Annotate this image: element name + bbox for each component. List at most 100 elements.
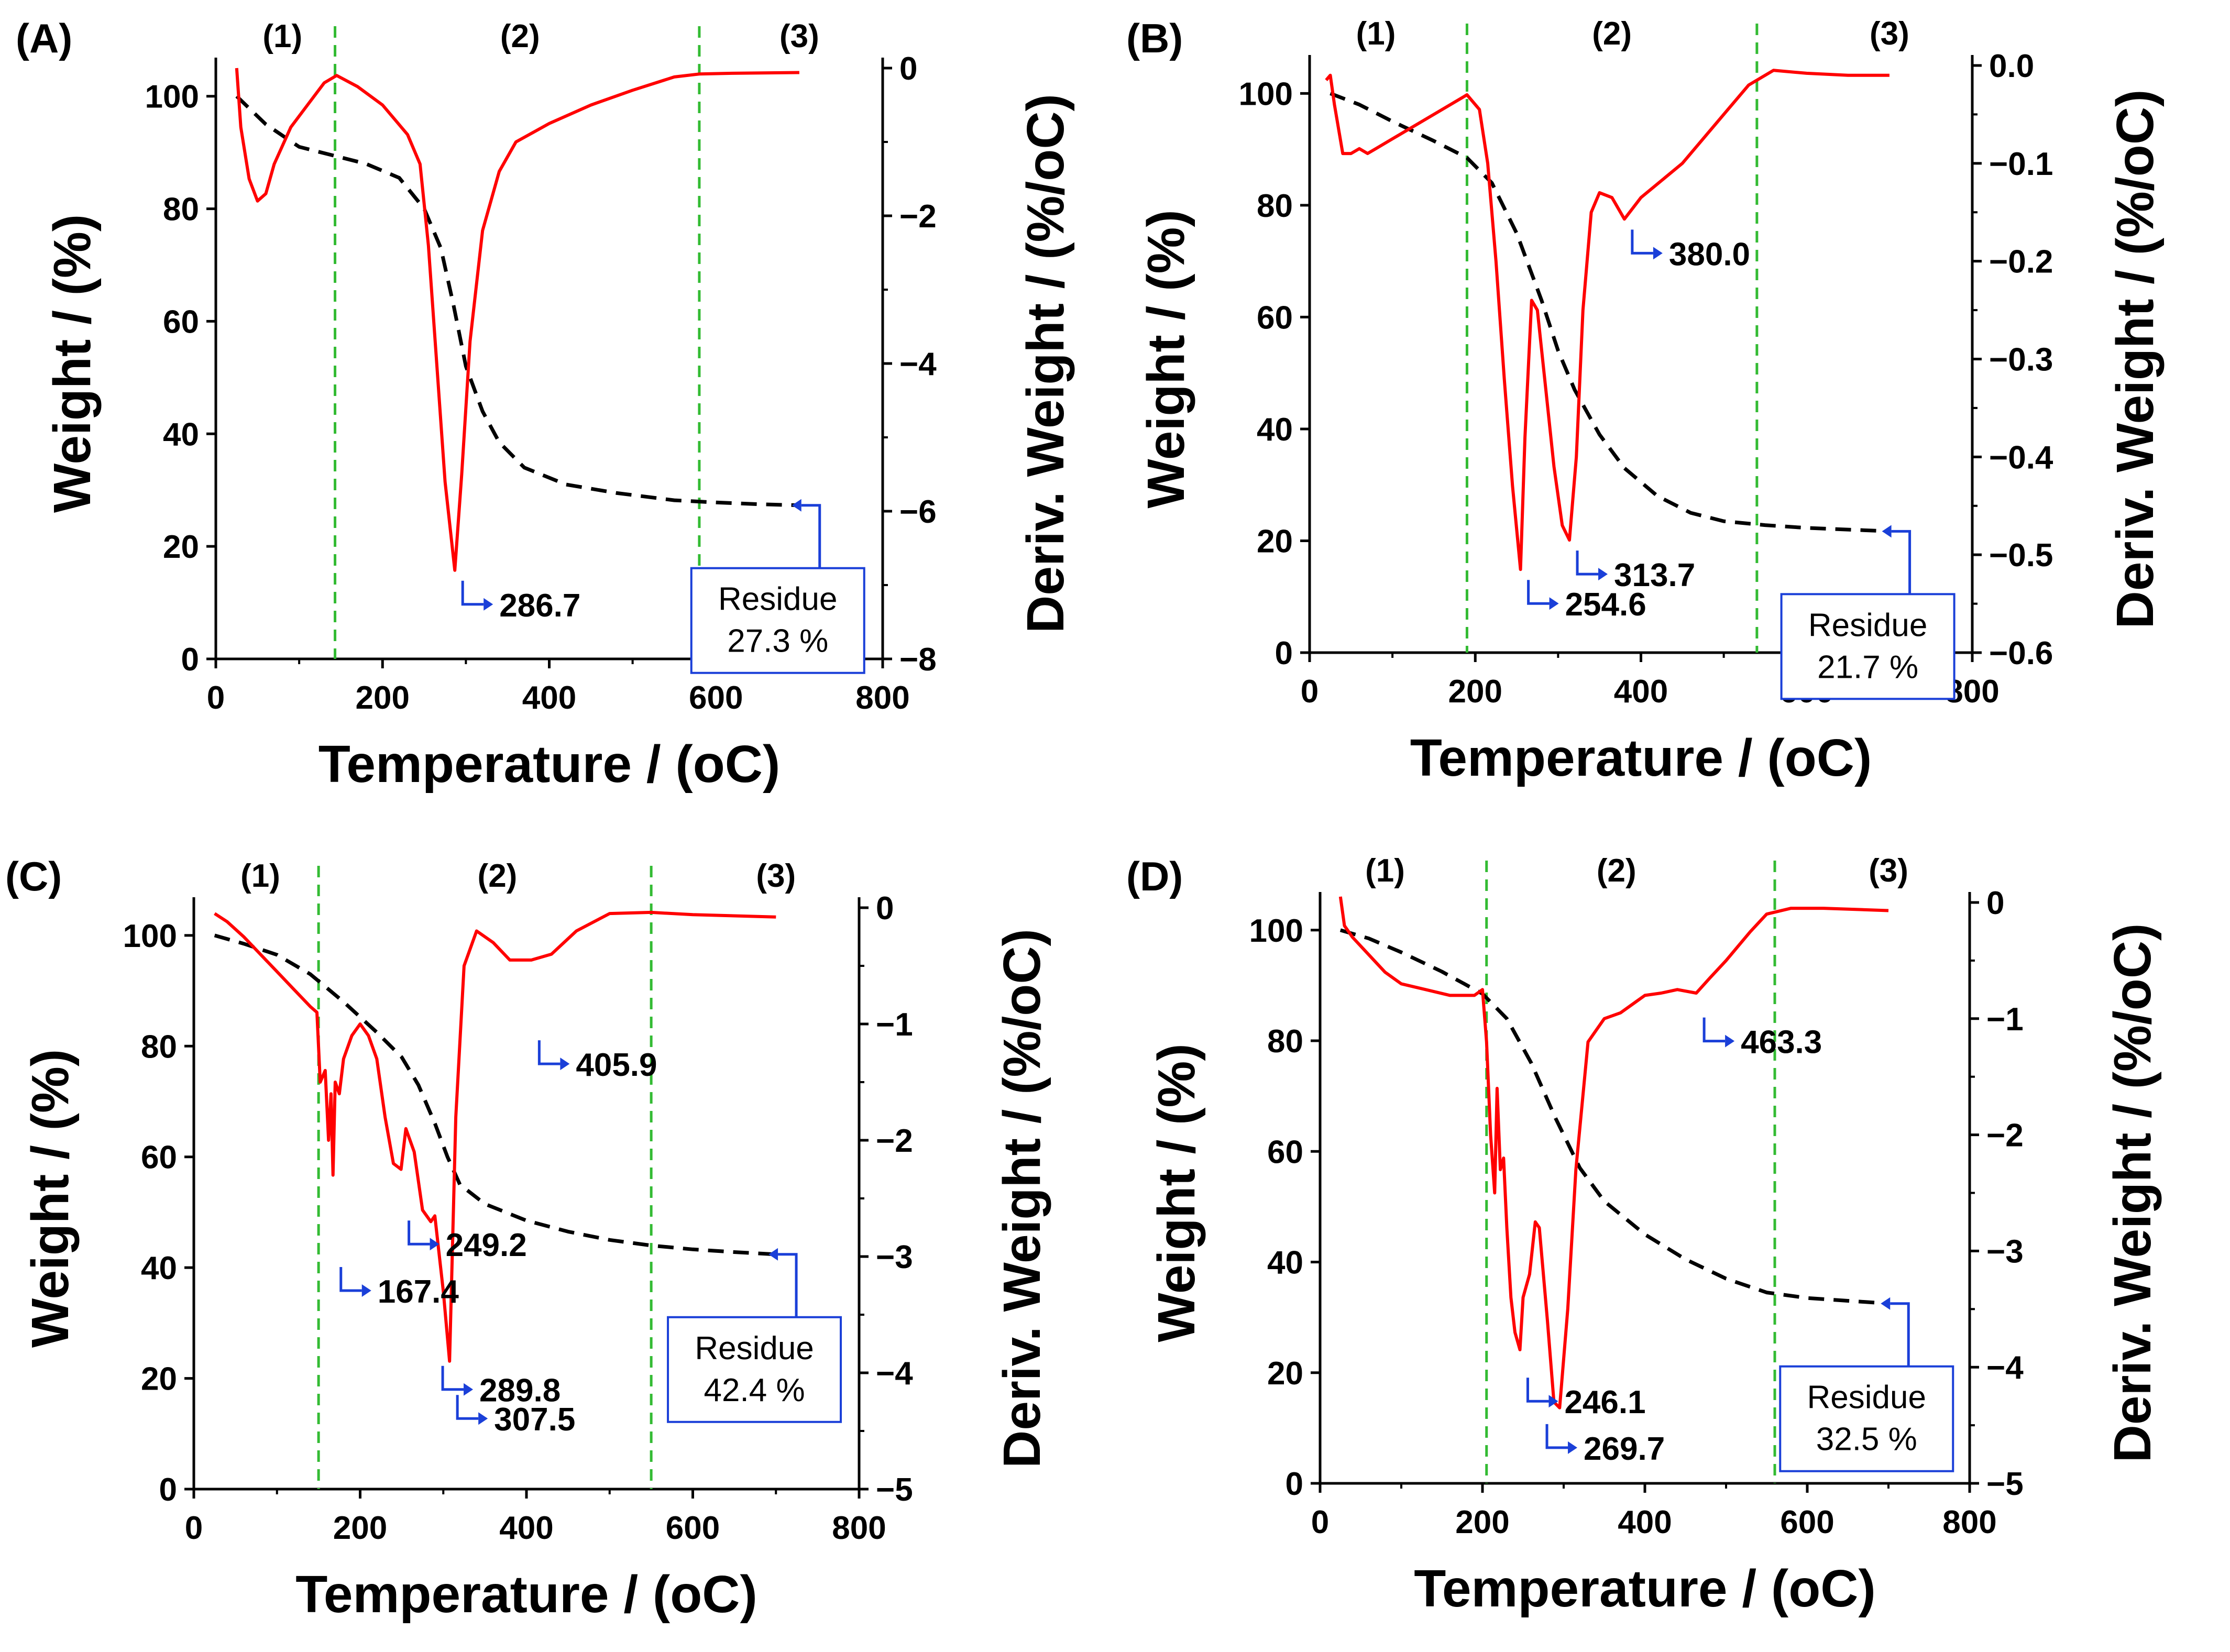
- y-tick-label: 100: [1239, 76, 1293, 112]
- x-tick-label: 800: [855, 680, 909, 716]
- residue-label: Residue: [1808, 607, 1927, 643]
- residue-pointer: [801, 504, 821, 568]
- y2-tick-label: −0.2: [1989, 244, 2053, 280]
- deriv-weight-curve: [235, 68, 799, 572]
- y-axis-title: Weight / (%): [43, 214, 102, 513]
- residue-pointer: [1890, 1302, 1910, 1367]
- y2-tick-label: −0.6: [1989, 635, 2053, 671]
- peak-label: 286.7: [499, 588, 580, 624]
- x-axis-title: Temperature / (oC): [295, 1565, 757, 1624]
- region-label: (3): [1870, 16, 1909, 52]
- panel-label: (D): [1126, 853, 1183, 899]
- weight-curve: [235, 95, 799, 508]
- residue-pointer: [1891, 530, 1912, 594]
- x-tick-label: 0: [207, 680, 225, 716]
- y-tick-label: 100: [145, 79, 199, 115]
- x-tick-label: 600: [689, 680, 743, 716]
- y-axis-title: Weight / (%): [1147, 1043, 1206, 1342]
- residue-arrow: [768, 1248, 778, 1261]
- x-tick-label: 400: [522, 680, 576, 716]
- peak-label: 167.4: [378, 1274, 459, 1310]
- weight-curve: [1339, 928, 1889, 1306]
- peak-arrow: [478, 1412, 488, 1425]
- y2-tick-label: −5: [1986, 1466, 2024, 1502]
- peak-pointer: [461, 580, 484, 606]
- x-axis-title: Temperature / (oC): [1414, 1559, 1876, 1618]
- y-tick-label: 80: [141, 1029, 177, 1065]
- x-tick-label: 200: [1448, 674, 1502, 710]
- x-tick-label: 0: [1311, 1504, 1329, 1540]
- residue-box: [667, 1316, 842, 1423]
- residue-box: [690, 567, 865, 674]
- y2-axis-title: Deriv. Weight / (%/oC): [2103, 923, 2162, 1463]
- y-tick-label: 0: [181, 642, 199, 678]
- region-label: (3): [779, 18, 819, 54]
- peak-pointer: [408, 1220, 430, 1246]
- panel-a: (A) (1) (2) (3) 0 200 400 600 800 0 20 40 60 80 100 0 −2…: [16, 15, 1075, 794]
- y2-tick-label: 0.0: [1989, 48, 2034, 84]
- residue-label: Residue: [1807, 1380, 1926, 1416]
- peak-label: 405.9: [576, 1047, 657, 1083]
- x-tick-label: 0: [1301, 674, 1319, 710]
- residue-box: [1780, 593, 1956, 700]
- y2-tick-label: −4: [876, 1356, 913, 1392]
- peak-arrow: [1725, 1034, 1735, 1048]
- y-tick-label: 60: [1257, 300, 1293, 336]
- y2-axis-title: Deriv. Weight / (%/oC): [993, 929, 1051, 1468]
- y2-tick-label: −2: [876, 1123, 913, 1159]
- x-tick-label: 600: [1780, 1504, 1834, 1540]
- y-tick-label: 40: [1257, 412, 1293, 448]
- y2-tick-label: −0.4: [1989, 439, 2053, 476]
- residue-arrow: [1881, 1297, 1891, 1310]
- x-axis-title: Temperature / (oC): [318, 735, 781, 794]
- panel-d: (D) (1) (2) (3) 0 200 400 600 800 0 20 40 60 80 100 0 −1…: [1126, 853, 2162, 1618]
- x-tick-label: 800: [1942, 1504, 1996, 1540]
- peak-label: 313.7: [1614, 557, 1695, 593]
- y2-axis-title: Deriv. Weight / (%/oC): [2106, 90, 2165, 629]
- peak-pointer: [1545, 1424, 1568, 1449]
- residue-value: 42.4 %: [704, 1372, 805, 1408]
- y2-tick-label: −4: [899, 346, 937, 382]
- peak-pointer: [456, 1395, 479, 1420]
- weight-curve: [214, 933, 776, 1257]
- x-tick-label: 600: [666, 1510, 720, 1546]
- peak-label: 246.1: [1564, 1384, 1645, 1420]
- y-tick-label: 80: [163, 192, 199, 228]
- peak-pointer: [1526, 1378, 1549, 1403]
- deriv-weight-curve: [214, 910, 776, 1363]
- y-tick-label: 40: [1267, 1245, 1303, 1281]
- y2-tick-label: 0: [1986, 885, 2004, 921]
- y2-tick-label: −4: [1986, 1350, 2024, 1386]
- peak-label: 249.2: [446, 1227, 527, 1263]
- peak-label: 307.5: [494, 1402, 575, 1438]
- panel-c: (C) (1) (2) (3) 0 200 400 600 800 0 20 40 60 80 100 0 −1…: [5, 853, 1051, 1624]
- y-axis-title: Weight / (%): [21, 1049, 80, 1348]
- peak-label: 289.8: [479, 1373, 561, 1409]
- y-tick-label: 60: [163, 304, 199, 340]
- y-tick-label: 0: [1286, 1466, 1303, 1502]
- peak-arrow: [1548, 1395, 1558, 1408]
- peak-arrow: [430, 1238, 440, 1251]
- peak-pointer: [1702, 1017, 1726, 1043]
- panel-label: (C): [5, 853, 62, 899]
- residue-value: 32.5 %: [1816, 1422, 1917, 1458]
- y2-tick-label: −3: [1986, 1234, 2024, 1270]
- region-label: (3): [756, 858, 796, 894]
- region-label: (3): [1869, 853, 1908, 889]
- region-label: (2): [1592, 16, 1632, 52]
- y-tick-label: 0: [159, 1472, 177, 1508]
- x-tick-label: 400: [1618, 1504, 1672, 1540]
- y-tick-label: 100: [1249, 913, 1303, 949]
- peak-pointer: [537, 1040, 561, 1065]
- y2-tick-label: 0: [876, 890, 894, 927]
- x-tick-label: 800: [832, 1510, 886, 1546]
- deriv-weight-curve: [1325, 69, 1890, 571]
- y-tick-label: 20: [141, 1361, 177, 1397]
- peak-arrow: [1549, 597, 1559, 610]
- peak-label: 380.0: [1669, 236, 1750, 272]
- y2-tick-label: −6: [899, 494, 937, 530]
- peak-arrow: [1568, 1441, 1578, 1454]
- region-label: (1): [1356, 16, 1396, 52]
- y-tick-label: 80: [1257, 188, 1293, 224]
